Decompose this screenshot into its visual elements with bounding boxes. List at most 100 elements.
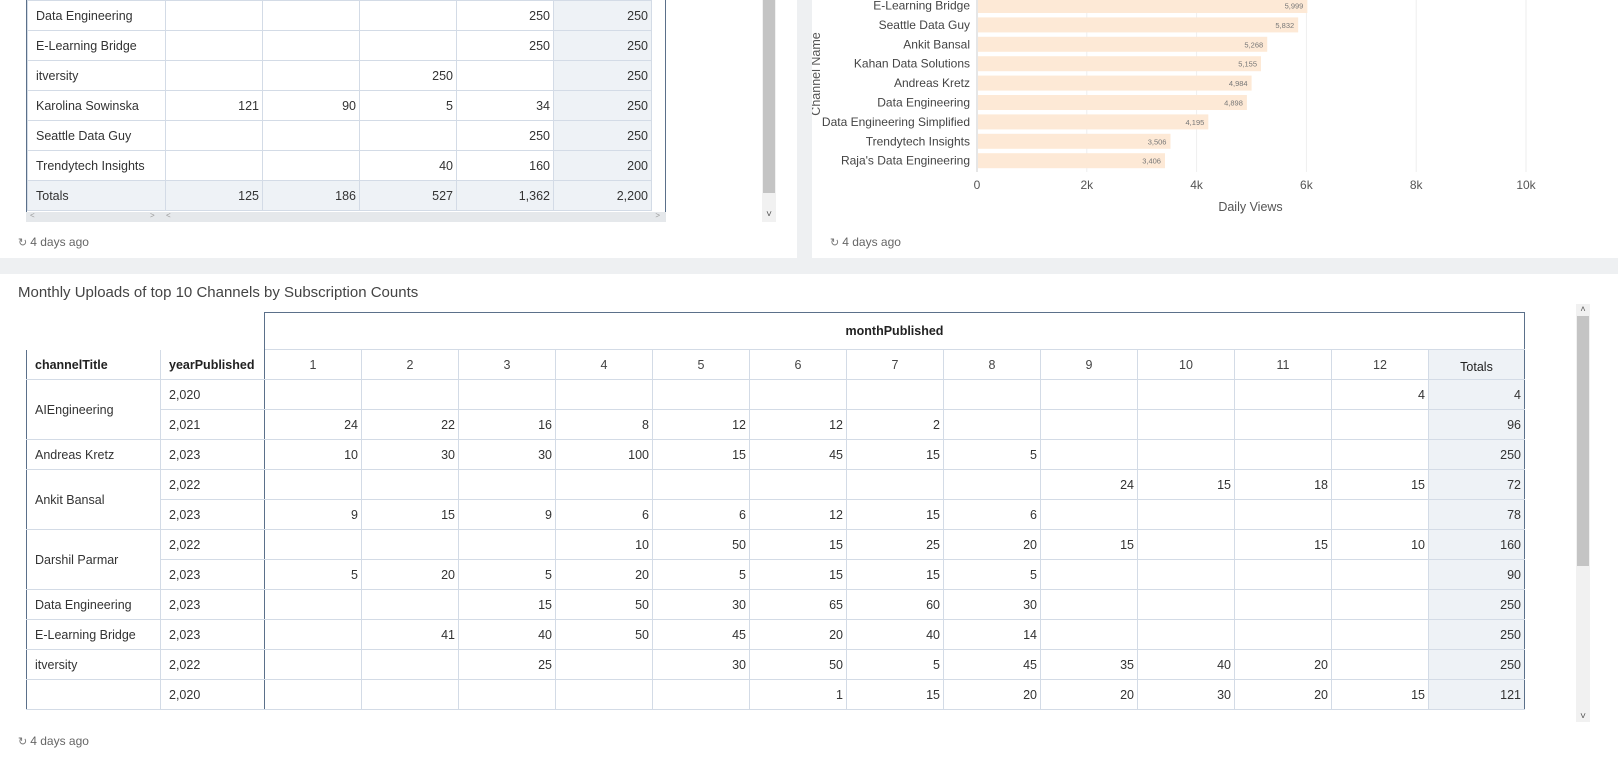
table-cell: 160	[456, 150, 554, 181]
refresh-icon[interactable]: ↻	[18, 735, 28, 748]
table-cell	[165, 60, 263, 91]
row-total-cell: 96	[1428, 409, 1525, 440]
vertical-scrollbar[interactable]: ˅	[762, 0, 776, 222]
table-cell	[264, 619, 362, 650]
header-row: channelTitle yearPublished 1 2 3 4 5 6 7 8 9 10 11 12…	[26, 349, 1525, 380]
bar-value-label: 5,832	[1275, 21, 1294, 30]
table-cell: 250	[359, 60, 457, 91]
table-cell: 14	[943, 619, 1041, 650]
table-cell	[1234, 559, 1332, 590]
refresh-icon[interactable]: ↻	[18, 236, 28, 249]
table-cell: 30	[1137, 679, 1235, 710]
chevron-up-icon[interactable]: ˄	[1580, 304, 1586, 314]
table-cell: 20	[361, 559, 459, 590]
category-label: Data Engineering	[877, 96, 970, 110]
table-cell	[749, 469, 847, 500]
table-cell	[1040, 379, 1138, 410]
month-header: 2	[361, 349, 459, 380]
table-cell: 30	[361, 439, 459, 470]
table-cell	[1234, 619, 1332, 650]
table-cell: 24	[264, 409, 362, 440]
bar	[978, 153, 1165, 169]
last-updated: ↻ 4 days ago	[830, 235, 901, 249]
table-cell	[1040, 559, 1138, 590]
monthly-uploads-table: monthPublished channelTitle yearPublished 1…	[26, 312, 1525, 710]
table-cell: 50	[555, 589, 653, 620]
pivot-panel-top-left: Data Engineering 250 250 E-Learning Bridge 2…	[0, 0, 797, 258]
table-cell	[1137, 409, 1235, 440]
table-cell: 10	[555, 529, 653, 560]
table-cell	[555, 679, 653, 710]
scroll-right-icon[interactable]: >	[150, 211, 155, 220]
table-row: Data Engineering 250 250	[27, 0, 652, 31]
table-cell: 100	[555, 439, 653, 470]
row-total-cell: 90	[1428, 559, 1525, 590]
horizontal-scrollbar[interactable]: < > < >	[26, 211, 666, 222]
table-cell	[1331, 619, 1429, 650]
table-cell: 15	[846, 499, 944, 530]
scroll-left-icon[interactable]: <	[166, 211, 171, 220]
table-cell: 20	[1234, 679, 1332, 710]
table-cell: 50	[652, 529, 750, 560]
table-cell: 45	[749, 439, 847, 470]
category-label: Trendytech Insights	[866, 134, 970, 148]
header-row: monthPublished	[26, 312, 1525, 350]
last-updated-text: 4 days ago	[842, 235, 901, 249]
table-cell: 6	[943, 499, 1041, 530]
scroll-right-icon[interactable]: >	[655, 211, 660, 220]
table-cell	[165, 120, 263, 151]
month-header: 12	[1331, 349, 1429, 380]
bar	[978, 133, 1171, 149]
table-cell	[943, 409, 1041, 440]
table-cell: 40	[1137, 649, 1235, 680]
year-label: 2,020	[160, 679, 265, 710]
table-cell: 5	[359, 90, 457, 121]
table-cell: 45	[943, 649, 1041, 680]
x-tick-label: 4k	[1190, 178, 1204, 192]
table-row: Karolina Sowinska 121 90 5 34 250	[27, 90, 652, 121]
bar-value-label: 3,506	[1148, 137, 1167, 146]
table-cell	[1137, 499, 1235, 530]
scrollbar-thumb[interactable]	[763, 0, 775, 193]
table-row: E-Learning Bridge 2,023 41 40 50 45 20 40 14 250	[26, 619, 1525, 650]
x-tick-label: 2k	[1080, 178, 1094, 192]
month-header: 8	[943, 349, 1041, 380]
table-cell	[555, 379, 653, 410]
table-cell: 5	[846, 649, 944, 680]
refresh-icon[interactable]: ↻	[830, 236, 840, 249]
table-cell	[359, 120, 457, 151]
table-cell	[264, 379, 362, 410]
table-cell	[652, 379, 750, 410]
table-cell	[264, 679, 362, 710]
table-cell: 40	[458, 619, 556, 650]
channel-label: Ankit Bansal	[26, 469, 161, 530]
table-cell: 12	[652, 409, 750, 440]
grand-total-cell: 2,200	[553, 180, 652, 211]
scroll-left-icon[interactable]: <	[30, 211, 35, 220]
table-cell	[1331, 559, 1429, 590]
scrollbar-thumb[interactable]	[1577, 316, 1589, 566]
bar	[978, 75, 1252, 91]
month-header: 6	[749, 349, 847, 380]
row-total-cell: 250	[553, 30, 652, 61]
monthly-uploads-panel: Monthly Uploads of top 10 Channels by Su…	[0, 274, 1618, 759]
table-row: Andreas Kretz 2,023 10 30 30 100 15 45 15 5 250	[26, 439, 1525, 470]
row-total-cell: 72	[1428, 469, 1525, 500]
pivot-table-container[interactable]: Data Engineering 250 250 E-Learning Bridge 2…	[26, 0, 666, 214]
table-cell: 15	[1137, 469, 1235, 500]
chevron-down-icon[interactable]: ˅	[766, 209, 772, 220]
chevron-down-icon[interactable]: ˅	[1580, 711, 1586, 722]
table-cell: 15	[846, 439, 944, 470]
bar-value-label: 3,406	[1142, 157, 1161, 166]
row-total-cell: 250	[1428, 619, 1525, 650]
table-cell: 15	[1234, 529, 1332, 560]
table-cell: 15	[1331, 469, 1429, 500]
month-header: 11	[1234, 349, 1332, 380]
channel-label: AIEngineering	[26, 379, 161, 440]
category-label: Raja's Data Engineering	[841, 154, 970, 168]
table-row: AIEngineering 2,020 4 4	[26, 379, 1525, 440]
vertical-scrollbar[interactable]: ˄ ˅	[1576, 304, 1590, 722]
table-cell: 15	[652, 439, 750, 470]
pivot-table-container[interactable]: monthPublished channelTitle yearPublished 1…	[26, 312, 1568, 722]
table-cell	[264, 469, 362, 500]
